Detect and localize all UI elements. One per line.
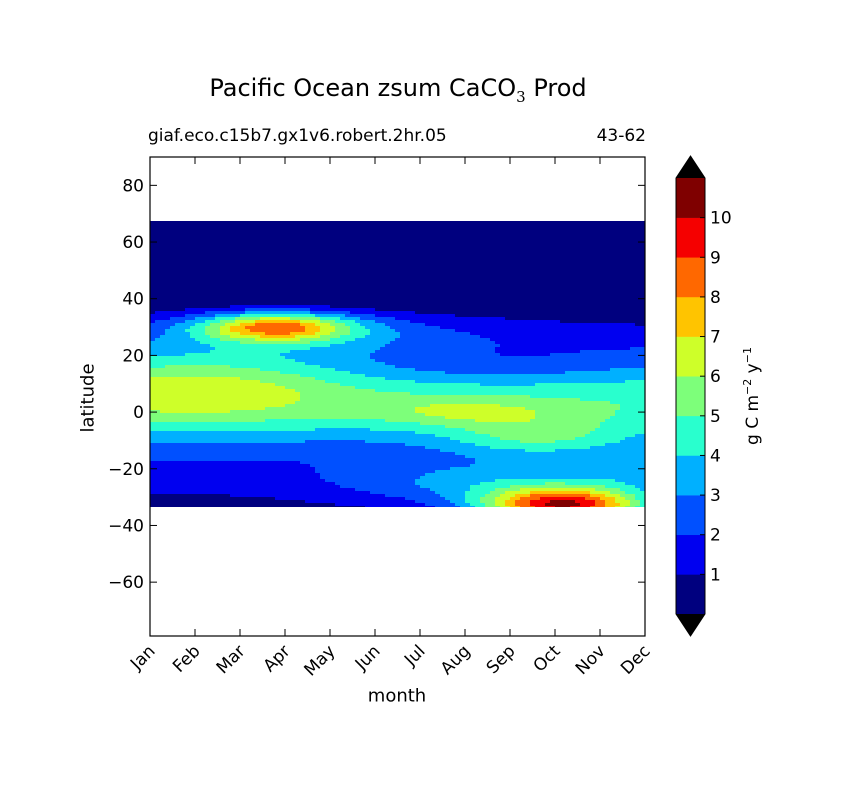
colorbar-segment — [676, 455, 705, 496]
colorbar-segment — [676, 415, 705, 456]
colorbar-tick-label: 7 — [710, 328, 721, 348]
y-tick-label: −40 — [108, 516, 144, 536]
x-tick-label: Jul — [400, 641, 429, 670]
colorbar-segment — [676, 574, 705, 615]
y-axis-label: latitude — [77, 363, 99, 433]
colorbar-tick-label: 3 — [710, 486, 721, 506]
chart-title: Pacific Ocean zsum CaCO3 Prod — [209, 74, 587, 106]
colorbar-tick-label: 10 — [710, 209, 732, 229]
colorbar-extend-high — [676, 156, 705, 178]
colorbar-tick-label: 4 — [710, 446, 721, 466]
y-tick-label: 60 — [122, 233, 144, 253]
colorbar-segment — [676, 495, 705, 536]
x-tick-label: Jun — [351, 641, 385, 675]
y-tick-label: 0 — [133, 403, 144, 423]
colorbar-outline — [675, 155, 706, 637]
colorbar-segment — [676, 376, 705, 417]
colorbar-segment — [676, 336, 705, 377]
colorbar-tick-label: 9 — [710, 248, 721, 268]
colorbar-tick-label: 5 — [710, 407, 721, 427]
colorbar-segment — [676, 178, 705, 218]
y-tick-label: 20 — [122, 346, 144, 366]
x-axis-label: month — [367, 685, 427, 707]
subtitle-right: 43-62 — [596, 126, 646, 146]
y-tick-label: 80 — [122, 176, 144, 196]
contour-field — [150, 221, 645, 507]
x-tick-label: Aug — [437, 641, 475, 679]
x-tick-label: Nov — [572, 641, 610, 679]
colorbar-segment — [676, 257, 705, 298]
colorbar: 1 2 3 4 5 6 7 8 9 10 — [675, 155, 732, 637]
colorbar-extend-low — [676, 614, 705, 636]
x-tick-label: Oct — [530, 641, 565, 676]
x-tick-label: Dec — [617, 641, 654, 678]
x-tick-label: Mar — [213, 641, 250, 678]
subtitle-left: giaf.eco.c15b7.gx1v6.robert.2hr.05 — [148, 126, 447, 146]
colorbar-segment — [676, 534, 705, 575]
colorbar-tick-label: 1 — [710, 565, 721, 585]
colorbar-tick-label: 6 — [710, 367, 721, 387]
y-tick-label: −60 — [108, 573, 144, 593]
x-tick-label: Feb — [169, 641, 204, 676]
colorbar-segment — [676, 296, 705, 337]
y-tick-label: 40 — [122, 290, 144, 310]
colorbar-segment — [676, 217, 705, 258]
colorbar-label: g C m−2 y−1 — [741, 347, 763, 445]
y-tick-label: −20 — [108, 460, 144, 480]
x-tick-label: Apr — [260, 641, 295, 676]
colorbar-tick-label: 2 — [710, 526, 721, 546]
x-tick-label: May — [301, 641, 340, 680]
colorbar-tick-label: 8 — [710, 288, 721, 308]
plot-area — [150, 157, 645, 636]
x-tick-label: Jan — [126, 641, 159, 674]
x-tick-label: Sep — [483, 641, 520, 678]
axes-frame — [149, 156, 646, 637]
